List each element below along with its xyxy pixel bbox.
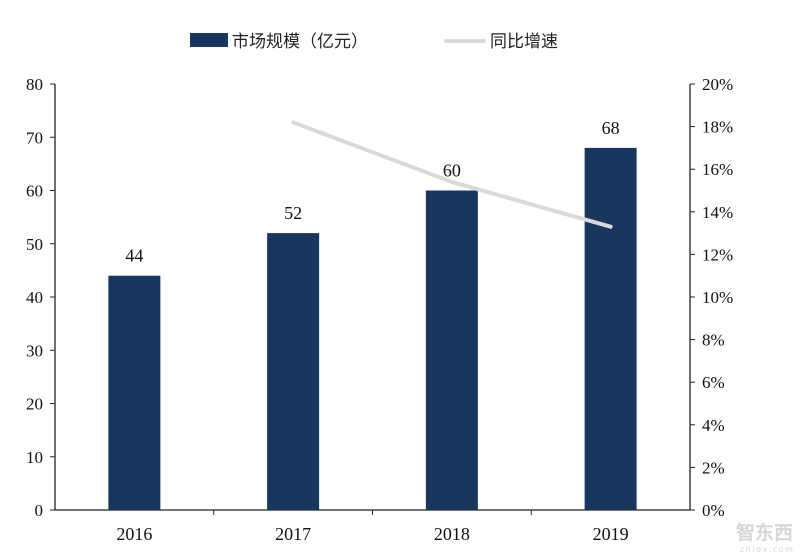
watermark-logo: 智东西 [736,521,793,544]
left-tick-label: 0 [35,501,44,520]
legend: 市场规模（亿元） 同比增速 [190,32,558,52]
right-tick-label: 14% [702,203,733,222]
right-tick-label: 12% [702,245,733,264]
x-tick-label: 2016 [116,524,152,544]
x-tick-label: 2019 [593,524,629,544]
right-tick-label: 4% [702,416,725,435]
bar-2019 [584,147,637,510]
bar-2017 [267,233,320,510]
left-tick-label: 10 [26,448,43,467]
bar-data-label: 68 [602,118,620,138]
bar-2018 [425,190,478,510]
right-tick-label: 6% [702,373,725,392]
right-tick-label: 20% [702,75,733,94]
legend-swatch-bar [190,33,228,47]
right-tick-label: 16% [702,160,733,179]
left-tick-label: 70 [26,128,43,147]
right-tick-label: 10% [702,288,733,307]
legend-label-line: 同比增速 [490,32,558,52]
bar-2016 [108,275,161,510]
bar-data-label: 44 [125,246,143,266]
bar-data-label: 60 [443,161,461,181]
x-tick-label: 2017 [275,524,311,544]
legend-label-bar: 市场规模（亿元） [232,32,368,52]
left-tick-label: 40 [26,288,43,307]
watermark-url: zhidx.com [740,545,794,554]
right-tick-label: 8% [702,331,725,350]
watermark: 智东西 zhidx.com [736,521,794,554]
right-tick-label: 18% [702,118,733,137]
bar-data-label: 52 [284,203,302,223]
x-tick-label: 2018 [434,524,470,544]
right-tick-label: 0% [702,501,725,520]
left-tick-label: 50 [26,235,43,254]
left-tick-label: 30 [26,341,43,360]
right-tick-label: 2% [702,458,725,477]
left-tick-label: 60 [26,182,43,201]
left-tick-label: 20 [26,395,43,414]
left-tick-label: 80 [26,75,43,94]
